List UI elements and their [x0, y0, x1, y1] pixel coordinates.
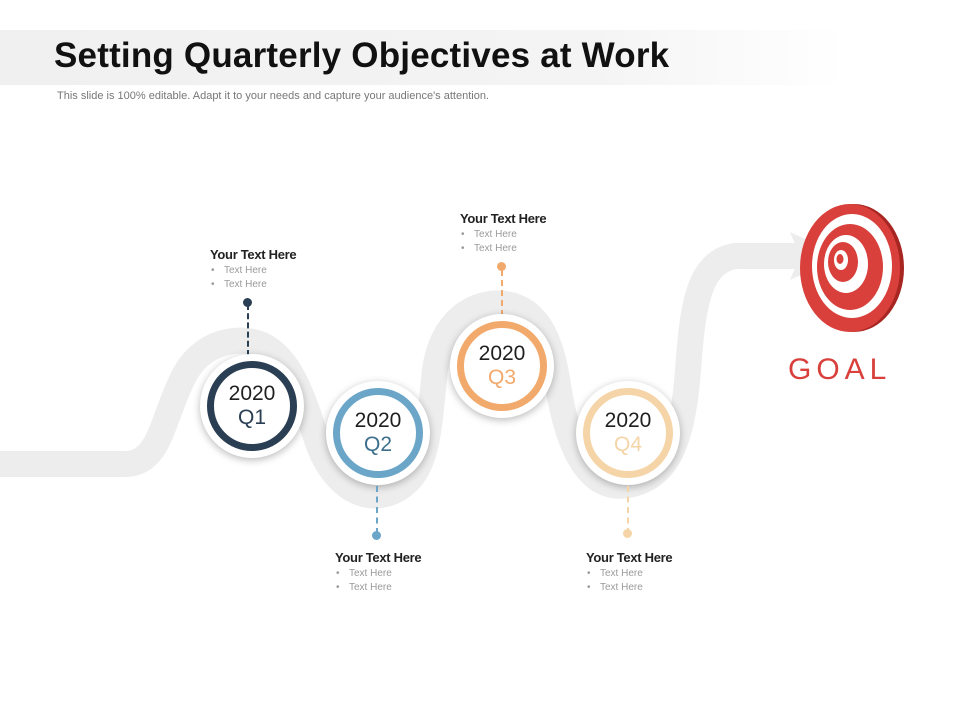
q1-bullet-2: Text Here	[210, 278, 360, 292]
milestone-q2[interactable]: 2020 Q2	[326, 381, 430, 485]
q3-text-block: Your Text Here Text Here Text Here	[460, 211, 610, 256]
q3-bullet-1: Text Here	[460, 228, 610, 242]
q3-quarter: Q3	[487, 366, 516, 389]
q1-year: 2020	[228, 382, 276, 405]
q2-text-block: Your Text Here Text Here Text Here	[335, 550, 485, 595]
q3-year: 2020	[478, 342, 526, 365]
q4-text-block: Your Text Here Text Here Text Here	[586, 550, 736, 595]
q3-bullet-2: Text Here	[460, 242, 610, 256]
q3-connector	[501, 270, 503, 316]
q1-quarter: Q1	[237, 406, 266, 429]
q1-bullet-1: Text Here	[210, 264, 360, 278]
q2-ring: 2020 Q2	[333, 388, 423, 478]
q2-year: 2020	[354, 409, 402, 432]
q2-connector-dot	[372, 531, 381, 540]
q2-quarter: Q2	[363, 433, 392, 456]
page-title: Setting Quarterly Objectives at Work	[54, 36, 670, 75]
q1-ring: 2020 Q1	[207, 361, 297, 451]
q2-connector	[376, 486, 378, 534]
q2-bullet-2: Text Here	[335, 581, 485, 595]
q2-bullet-1: Text Here	[335, 567, 485, 581]
q2-heading: Your Text Here	[335, 550, 422, 565]
goal-label: GOAL	[788, 353, 892, 386]
q1-connector	[247, 304, 249, 356]
q2-bullets: Text Here Text Here	[335, 567, 485, 595]
q4-connector	[627, 486, 629, 534]
milestone-q4[interactable]: 2020 Q4	[576, 381, 680, 485]
q4-bullet-1: Text Here	[586, 567, 736, 581]
q3-ring: 2020 Q3	[457, 321, 547, 411]
target-icon	[800, 204, 904, 332]
title-band	[0, 30, 845, 85]
q4-bullets: Text Here Text Here	[586, 567, 736, 595]
q4-heading: Your Text Here	[586, 550, 673, 565]
q3-connector-dot	[497, 262, 506, 271]
q4-connector-dot	[623, 529, 632, 538]
q1-connector-dot	[243, 298, 252, 307]
q1-heading: Your Text Here	[210, 247, 297, 262]
q4-quarter: Q4	[613, 433, 642, 456]
q4-year: 2020	[604, 409, 652, 432]
milestone-q1[interactable]: 2020 Q1	[200, 354, 304, 458]
q3-bullets: Text Here Text Here	[460, 228, 610, 256]
page-subtitle: This slide is 100% editable. Adapt it to…	[57, 90, 489, 102]
q4-bullet-2: Text Here	[586, 581, 736, 595]
q1-bullets: Text Here Text Here	[210, 264, 360, 292]
milestone-q3[interactable]: 2020 Q3	[450, 314, 554, 418]
q3-heading: Your Text Here	[460, 211, 547, 226]
q4-ring: 2020 Q4	[583, 388, 673, 478]
q1-text-block: Your Text Here Text Here Text Here	[210, 247, 360, 292]
